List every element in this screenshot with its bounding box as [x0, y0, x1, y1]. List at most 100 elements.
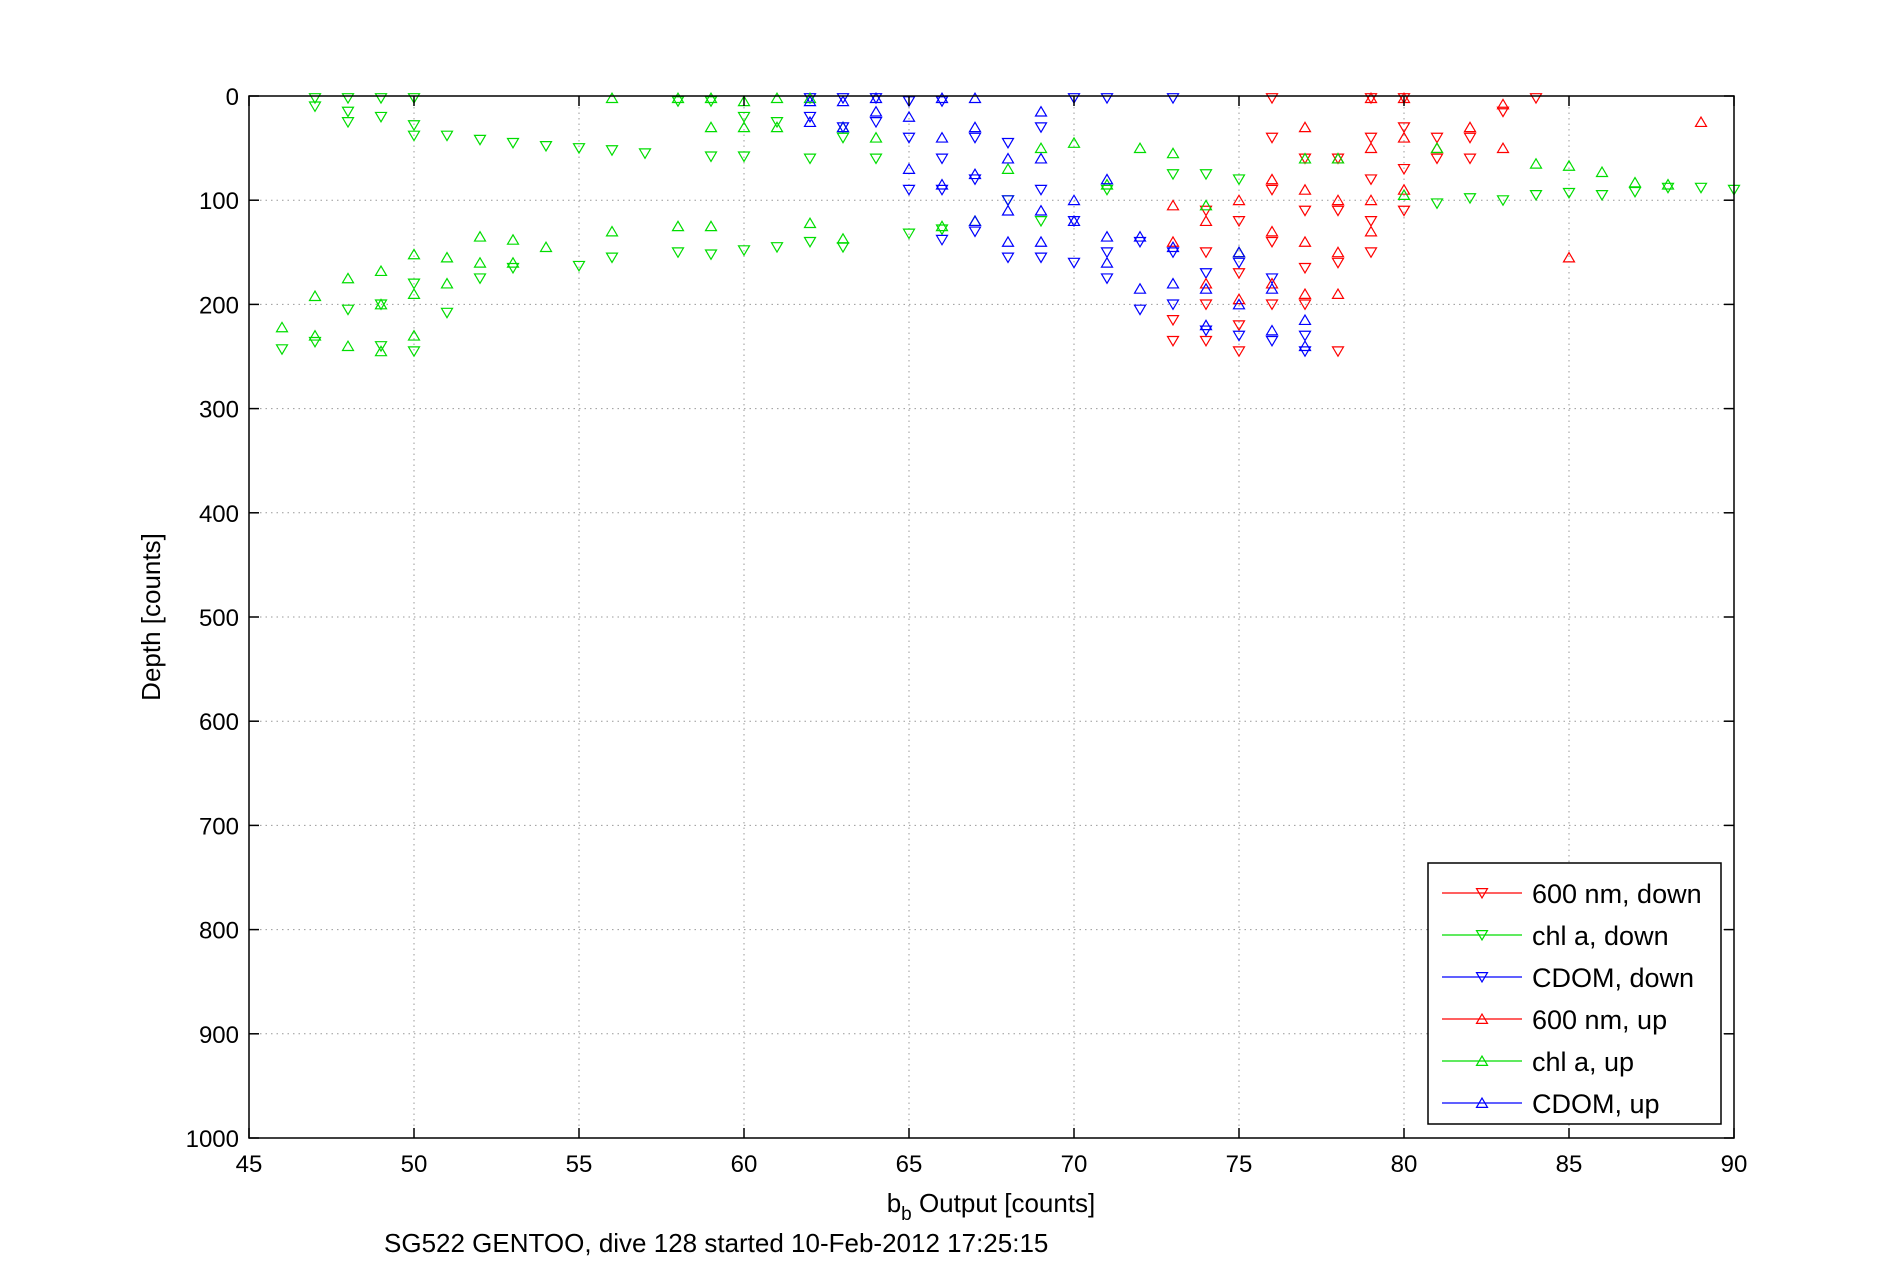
data-point [1166, 247, 1180, 259]
data-point [770, 117, 784, 129]
legend-marker [1475, 887, 1489, 900]
data-point [1034, 105, 1048, 117]
data-point [770, 121, 784, 133]
data-point [1166, 335, 1180, 348]
data-point [671, 91, 685, 104]
data-point [1331, 287, 1345, 299]
data-point [1496, 106, 1510, 118]
data-point [407, 93, 421, 105]
y-tick-label: 500 [199, 605, 239, 632]
data-point [1166, 93, 1180, 105]
data-point [1034, 216, 1048, 228]
data-point [1430, 153, 1444, 165]
data-point [1067, 257, 1081, 269]
data-point [1265, 324, 1279, 336]
data-point [638, 148, 652, 160]
legend-marker [1475, 1054, 1489, 1067]
data-point [1133, 282, 1147, 294]
legend-label: chl a, up [1532, 1047, 1634, 1077]
data-point [704, 220, 718, 232]
data-point [1232, 216, 1246, 228]
data-point [407, 329, 421, 341]
data-point [902, 184, 916, 196]
x-tick-label: 50 [401, 1151, 428, 1178]
data-point [440, 307, 454, 319]
data-point [1364, 216, 1378, 228]
data-point [473, 256, 487, 268]
data-point [308, 336, 322, 349]
data-point [407, 287, 421, 299]
data-point [968, 168, 982, 180]
data-point [1265, 335, 1279, 348]
legend-marker [1475, 1096, 1489, 1109]
data-point [869, 105, 883, 117]
data-point [1001, 235, 1015, 247]
data-point [1496, 195, 1510, 207]
data-point [1199, 214, 1213, 227]
data-point [1529, 157, 1543, 169]
data-point [407, 278, 421, 290]
data-point [1364, 141, 1378, 154]
data-point [1430, 141, 1444, 154]
legend-label: 600 nm, up [1532, 1005, 1667, 1035]
y-tick-label: 800 [199, 918, 239, 945]
data-point [869, 91, 883, 104]
y-axis-label: Depth [counts] [136, 533, 166, 701]
axis-ticks: 45 50 55 60 65 70 75 80 85 9001002003004005006007… [186, 84, 1748, 1178]
data-point [341, 106, 355, 118]
data-point [1595, 165, 1609, 178]
x-axis-label-subscript: b [901, 1204, 912, 1225]
legend-entry: 600 nm, up [1442, 1005, 1667, 1035]
data-point [1265, 93, 1279, 105]
data-point [374, 93, 388, 105]
data-point [1463, 121, 1477, 133]
data-point [902, 110, 916, 122]
data-point [1100, 93, 1114, 105]
legend-marker [1475, 929, 1489, 942]
data-point [1199, 199, 1213, 211]
data-point [704, 91, 718, 104]
data-point [803, 153, 817, 165]
legend-label: CDOM, down [1532, 963, 1694, 993]
data-point [1562, 159, 1576, 171]
data-point [1232, 257, 1246, 269]
x-tick-label: 45 [236, 1151, 263, 1178]
data-point [1199, 277, 1213, 289]
data-point [1298, 299, 1312, 311]
data-point [1232, 174, 1246, 186]
data-point [308, 289, 322, 302]
data-point [704, 151, 718, 163]
legend-entry: CDOM, down [1442, 963, 1694, 993]
legend-label: chl a, down [1532, 921, 1669, 951]
data-point [506, 233, 520, 245]
x-axis-label: bb Output [counts] [887, 1188, 1096, 1225]
data-point [1397, 188, 1411, 200]
data-point [1199, 169, 1213, 181]
data-point [1298, 330, 1312, 342]
data-point [968, 91, 982, 104]
data-point [1199, 247, 1213, 259]
data-point [1067, 136, 1081, 148]
data-point [1463, 193, 1477, 205]
x-tick-label: 55 [566, 1151, 593, 1178]
y-tick-label: 200 [199, 292, 239, 319]
data-point [704, 249, 718, 261]
data-point [572, 260, 586, 272]
data-point [1265, 299, 1279, 311]
y-tick-label: 1000 [186, 1126, 239, 1153]
data-point [1133, 236, 1147, 249]
data-point [1001, 162, 1015, 174]
legend-box [1427, 862, 1722, 1125]
data-point [671, 96, 685, 108]
data-point [770, 91, 784, 104]
data-point [1100, 247, 1114, 259]
legend-label: 600 nm, down [1532, 879, 1702, 909]
data-point [968, 226, 982, 238]
data-point [1199, 319, 1213, 331]
data-point [440, 277, 454, 289]
data-point [1199, 325, 1213, 337]
x-tick-label: 75 [1226, 1151, 1253, 1178]
data-point [341, 272, 355, 284]
data-point [935, 96, 949, 108]
data-point [1529, 189, 1543, 202]
